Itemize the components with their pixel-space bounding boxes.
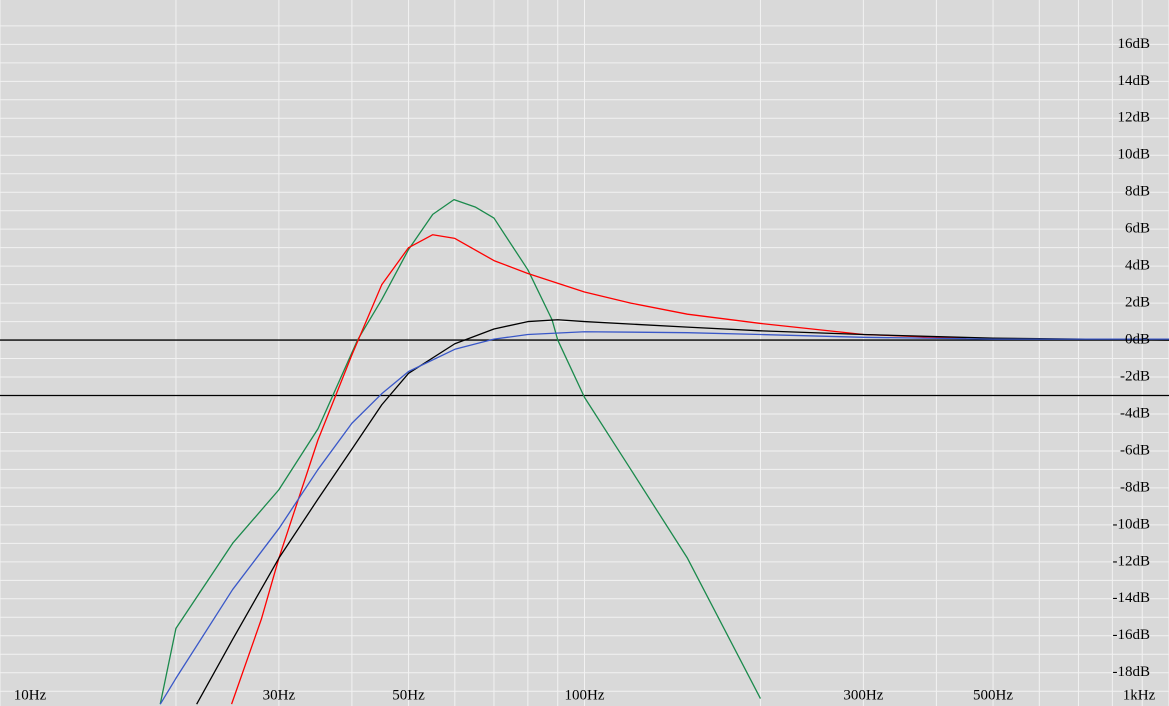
x-tick-label: 30Hz bbox=[263, 687, 296, 703]
x-tick-label: 500Hz bbox=[973, 687, 1013, 703]
x-tick-label: 10Hz bbox=[14, 687, 47, 703]
x-tick-label: 100Hz bbox=[565, 687, 605, 703]
x-tick-label: 50Hz bbox=[392, 687, 425, 703]
y-tick-label: 6dB bbox=[1125, 221, 1150, 237]
y-tick-label: -12dB bbox=[1113, 553, 1151, 569]
x-tick-label: 1kHz bbox=[1123, 687, 1156, 703]
y-tick-label: -14dB bbox=[1113, 590, 1151, 606]
y-tick-label: -2dB bbox=[1120, 368, 1150, 384]
curves bbox=[0, 198, 1169, 705]
y-tick-label: 2dB bbox=[1125, 295, 1150, 311]
y-tick-label: 14dB bbox=[1117, 73, 1150, 89]
response-curve bbox=[230, 234, 967, 705]
x-tick-label: 300Hz bbox=[843, 687, 883, 703]
labels: -18dB -16dB -14dB -12dB -10dB -8dB -6dB -4dB -2d… bbox=[14, 36, 1156, 704]
y-tick-label: 0dB bbox=[1125, 332, 1150, 348]
response-curve bbox=[159, 198, 762, 705]
response-curve bbox=[196, 319, 1169, 705]
y-tick-label: -6dB bbox=[1120, 442, 1150, 458]
y-tick-label: -16dB bbox=[1113, 627, 1151, 643]
y-tick-label: 12dB bbox=[1117, 110, 1150, 126]
y-tick-label: -8dB bbox=[1120, 479, 1150, 495]
y-tick-label: 8dB bbox=[1125, 184, 1150, 200]
y-tick-label: -4dB bbox=[1120, 405, 1150, 421]
response-curve bbox=[159, 331, 1169, 705]
y-tick-label: 10dB bbox=[1117, 147, 1150, 163]
y-tick-label: -10dB bbox=[1113, 516, 1151, 532]
y-tick-label: -18dB bbox=[1113, 664, 1151, 680]
y-tick-label: 16dB bbox=[1117, 36, 1150, 52]
y-tick-label: 4dB bbox=[1125, 258, 1150, 274]
